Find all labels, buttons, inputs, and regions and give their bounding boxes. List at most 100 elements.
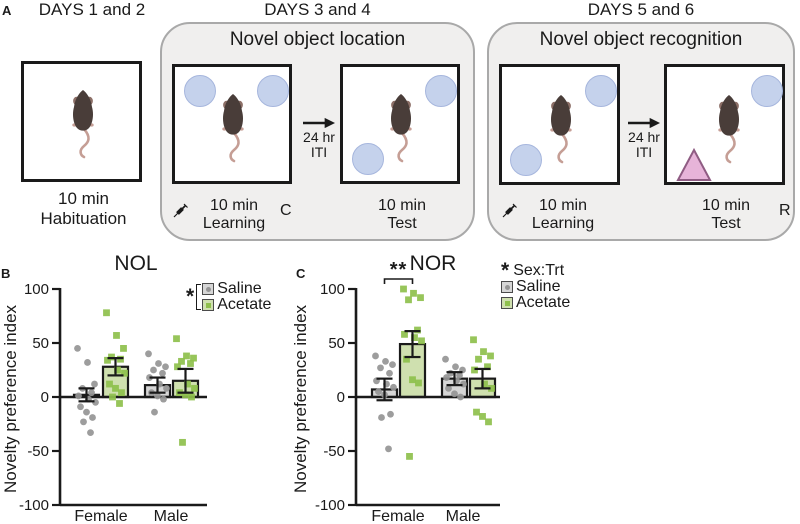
data-point-acetate [488, 384, 495, 392]
data-point-saline [80, 418, 87, 426]
data-point-acetate [403, 355, 410, 363]
nor-test-caption: 10 min Test [676, 197, 776, 233]
day-header-1-2: DAYS 1 and 2 [38, 0, 146, 19]
data-point-acetate [481, 380, 488, 388]
data-point-saline [382, 357, 389, 365]
data-point-acetate [485, 418, 492, 426]
panel-c-label: C [296, 266, 306, 281]
data-point-saline [372, 352, 379, 360]
legend-entry-sex-trt: * Sex:Trt [501, 260, 565, 281]
habituation-duration: 10 min [57, 189, 110, 208]
data-point-saline [77, 403, 84, 411]
y-tick-label: -50 [27, 443, 49, 460]
object-circle [510, 144, 542, 176]
arrow-right-icon [303, 117, 335, 129]
data-point-acetate [470, 336, 477, 344]
test-duration: 10 min [377, 197, 427, 214]
arrow-right-icon [628, 117, 660, 129]
significance-label: ** [390, 259, 408, 281]
nor-iti-label: 24 hr ITI [615, 130, 673, 160]
data-point-saline [445, 384, 452, 392]
data-point-acetate [112, 384, 119, 392]
data-point-acetate [480, 348, 487, 356]
legend-bracket [196, 284, 202, 310]
data-point-saline [150, 366, 157, 374]
y-tick-label: 50 [32, 335, 49, 352]
y-axis-label: Novelty preference index [291, 304, 310, 493]
data-point-acetate [417, 294, 424, 302]
data-point-acetate [187, 360, 194, 367]
data-point-saline [145, 350, 152, 358]
test-duration: 10 min [701, 197, 751, 214]
data-point-saline [91, 380, 98, 388]
data-point-saline [159, 369, 166, 377]
mouse-icon [550, 95, 572, 164]
data-point-acetate [401, 330, 408, 338]
legend-label: Saline [516, 278, 561, 295]
legend-entry-saline: Saline [501, 278, 561, 295]
legend-label: Saline [217, 280, 262, 297]
data-point-acetate [188, 393, 195, 401]
legend-entry-acetate: Acetate [202, 296, 272, 313]
data-point-acetate [190, 354, 197, 362]
nol-legend: * Saline Acetate [186, 280, 272, 313]
mouse-icon [72, 90, 94, 159]
nor-learning-caption: 10 min Learning [513, 197, 613, 233]
panel-a-label: A [2, 3, 12, 18]
habituation-label: Habituation [40, 209, 127, 228]
data-point-acetate [191, 384, 198, 392]
data-point-saline [151, 408, 158, 416]
legend-label: Acetate [217, 296, 272, 313]
learning-duration: 10 min [209, 197, 259, 214]
data-point-acetate [179, 438, 186, 446]
data-point-saline [84, 359, 91, 366]
y-axis-label: Novelty preference index [1, 304, 20, 493]
data-point-acetate [409, 376, 416, 384]
nor-protocol-box: Novel object recognition 24 hr ITI [487, 22, 795, 241]
syringe-icon [173, 203, 188, 218]
data-point-saline [162, 363, 169, 371]
data-point-acetate [475, 355, 482, 363]
data-point-acetate [415, 379, 422, 387]
legend-label: Sex:Trt [513, 262, 565, 279]
data-point-saline [385, 445, 392, 453]
data-point-saline [442, 355, 449, 363]
data-point-acetate [473, 408, 480, 416]
data-point-acetate [121, 369, 128, 377]
mouse-icon [390, 94, 412, 163]
data-point-saline [377, 364, 384, 372]
data-point-acetate [184, 380, 191, 388]
data-point-acetate [109, 393, 116, 401]
learning-duration: 10 min [538, 197, 588, 214]
data-point-acetate [114, 366, 121, 374]
object-circle [257, 75, 289, 107]
data-point-saline [163, 384, 170, 392]
object-circle [184, 75, 216, 107]
significance-bracket [383, 278, 414, 284]
data-point-acetate [406, 453, 413, 460]
x-category-label: Male [446, 508, 481, 524]
object-circle-moved [352, 143, 384, 175]
object-circle [585, 75, 617, 107]
saline-swatch [501, 281, 513, 293]
nol-title: Novel object location [229, 29, 406, 50]
legend-entry-saline: Saline [202, 280, 271, 297]
y-tick-label: -100 [315, 497, 345, 514]
data-point-saline [389, 361, 396, 368]
nor-learning-arena [499, 64, 620, 185]
nol-test-arena [340, 64, 460, 184]
chart-title: NOL [114, 252, 157, 275]
y-tick-label: 100 [320, 281, 345, 298]
day-header-3-4: DAYS 3 and 4 [264, 0, 371, 19]
acetate-swatch [501, 297, 513, 309]
y-tick-label: -50 [323, 443, 345, 460]
mouse-icon [718, 95, 740, 164]
data-point-acetate [400, 285, 407, 293]
nor-chart: 100 50 0 -50 -100 NOR Novelty preference index… [291, 252, 500, 524]
data-point-saline [451, 390, 458, 398]
iti-abbrev: ITI [310, 144, 328, 160]
nol-protocol-box: Novel object location 24 hr ITI [160, 22, 475, 241]
nol-chart: 100 50 0 -50 -100 NOL Novelty preference index… [1, 252, 207, 524]
data-point-saline [386, 369, 393, 377]
learning-label: Learning [202, 215, 266, 232]
